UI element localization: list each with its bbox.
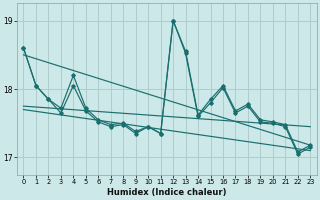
X-axis label: Humidex (Indice chaleur): Humidex (Indice chaleur) (107, 188, 227, 197)
